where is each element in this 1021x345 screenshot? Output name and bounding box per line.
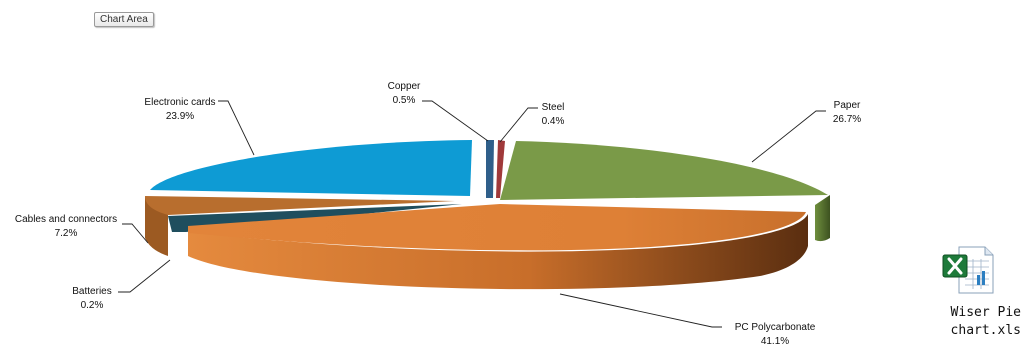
electronic-cards-slice[interactable] <box>150 140 472 196</box>
paper-leader <box>751 110 826 163</box>
label-paper-value: 26.7% <box>833 114 861 125</box>
paper-side <box>815 195 830 242</box>
steel-slice[interactable] <box>496 140 505 198</box>
label-cables-name: Cables and connectors <box>15 214 117 225</box>
label-polycarbonate-value: 41.1% <box>761 336 789 345</box>
steel-leader <box>499 107 538 143</box>
polycarbonate-slice[interactable] <box>188 204 806 251</box>
cables-slice[interactable] <box>145 196 455 215</box>
paper-slice[interactable] <box>500 141 828 200</box>
label-batteries-name: Batteries <box>72 286 111 297</box>
label-steel-name: Steel <box>542 102 565 113</box>
excel-file-icon[interactable] <box>941 245 995 295</box>
polycarbonate-side <box>188 214 808 290</box>
label-copper-value: 0.5% <box>393 95 416 106</box>
copper-leader <box>422 100 489 142</box>
copper-slice[interactable] <box>486 140 494 198</box>
label-electronic-cards-name: Electronic cards <box>144 97 215 108</box>
chart-area-tag[interactable]: Chart Area <box>94 12 154 27</box>
label-paper-name: Paper <box>834 100 861 111</box>
label-electronic-cards-value: 23.9% <box>166 111 194 122</box>
label-steel-value: 0.4% <box>542 116 565 127</box>
label-copper-name: Copper <box>388 81 421 92</box>
label-batteries-value: 0.2% <box>81 300 104 311</box>
electronic-cards-leader <box>218 100 255 156</box>
cables-leader <box>122 223 149 244</box>
label-cables-value: 7.2% <box>55 228 78 239</box>
polycarbonate-leader <box>559 293 722 328</box>
file-name-line-2[interactable]: chart.xls <box>950 323 1021 338</box>
label-polycarbonate-name: PC Polycarbonate <box>735 322 816 333</box>
batteries-leader <box>118 259 171 293</box>
file-name-line-1[interactable]: Wiser Pie <box>950 305 1021 320</box>
